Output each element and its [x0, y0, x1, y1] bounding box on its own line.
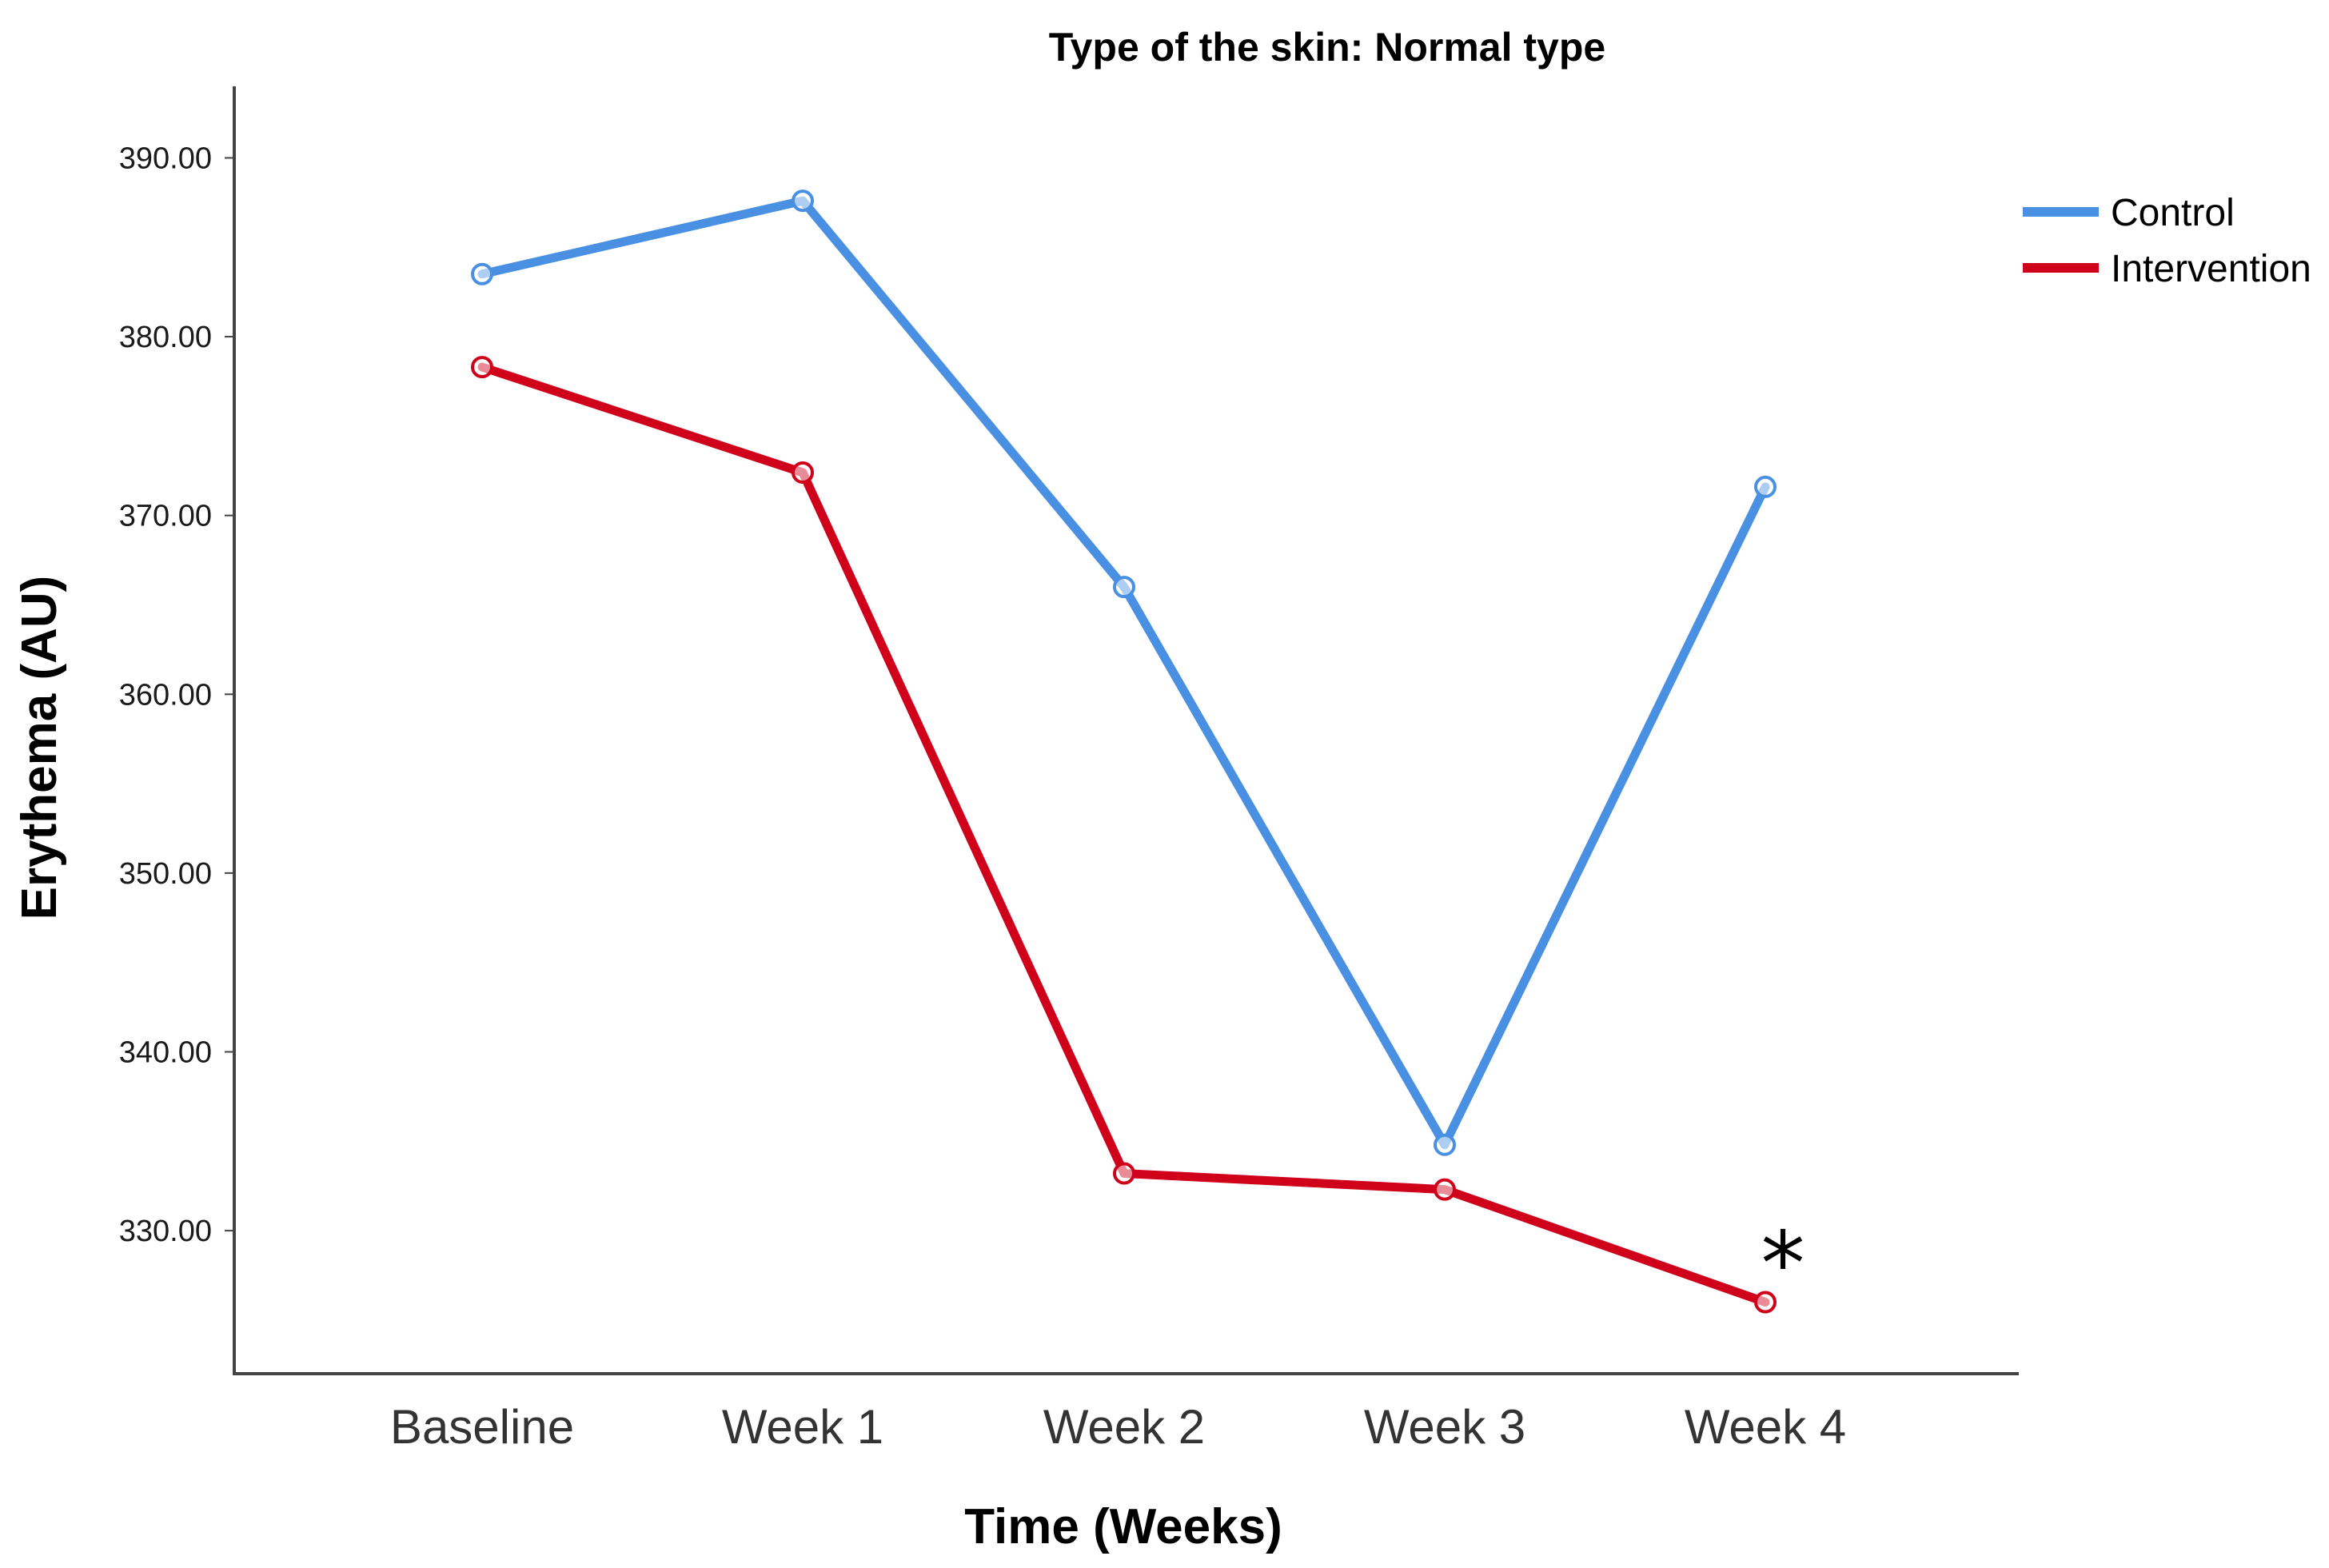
- legend-item-control: Control: [2023, 192, 2235, 234]
- y-tick-label: 360.00: [119, 678, 212, 712]
- y-tick-label: 370.00: [119, 500, 212, 533]
- legend-label: Control: [2111, 192, 2235, 234]
- y-tick-label: 340.00: [119, 1036, 212, 1070]
- x-tick-label: Week 4: [1685, 1400, 1846, 1454]
- data-point-intervention: [1113, 1162, 1135, 1185]
- data-point-control: [792, 190, 814, 213]
- x-axis-ticks: Baseline Week 1 Week 2 Week 3 Week 4: [390, 1400, 1846, 1454]
- legend: Control Intervention: [2023, 192, 2311, 290]
- y-tick-label: 380.00: [119, 321, 212, 354]
- series-control: [471, 190, 1777, 1156]
- y-axis-label: Erythema (AU): [12, 576, 67, 920]
- data-point-intervention: [1754, 1291, 1777, 1314]
- data-point-control: [471, 262, 493, 285]
- data-point-intervention: [792, 461, 814, 484]
- y-tick-label: 390.00: [119, 142, 212, 175]
- x-axis-label: Time (Weeks): [964, 1499, 1282, 1554]
- data-point-control: [1754, 475, 1777, 498]
- legend-label: Intervention: [2111, 248, 2311, 290]
- data-point-control: [1434, 1133, 1456, 1156]
- y-axis-ticks: 330.00 340.00 350.00 360.00 370.00 380.00 390.…: [119, 142, 234, 1248]
- series-line-control: [477, 196, 1770, 1150]
- chart-title: Type of the skin: Normal type: [1049, 25, 1605, 70]
- annotation-layer: *: [1761, 1213, 1805, 1315]
- x-tick-label: Week 1: [722, 1400, 883, 1454]
- series-line-intervention: [477, 362, 1770, 1307]
- data-point-intervention: [471, 356, 493, 379]
- series-layer: [471, 190, 1777, 1314]
- x-tick-label: Baseline: [390, 1400, 574, 1454]
- y-tick-label: 350.00: [119, 857, 212, 891]
- series-intervention: [471, 356, 1777, 1314]
- data-point-intervention: [1434, 1178, 1456, 1201]
- legend-item-intervention: Intervention: [2023, 248, 2311, 290]
- significance-marker: *: [1761, 1213, 1805, 1315]
- data-point-control: [1113, 576, 1135, 599]
- y-tick-label: 330.00: [119, 1215, 212, 1248]
- x-tick-label: Week 3: [1364, 1400, 1525, 1454]
- x-tick-label: Week 2: [1043, 1400, 1205, 1454]
